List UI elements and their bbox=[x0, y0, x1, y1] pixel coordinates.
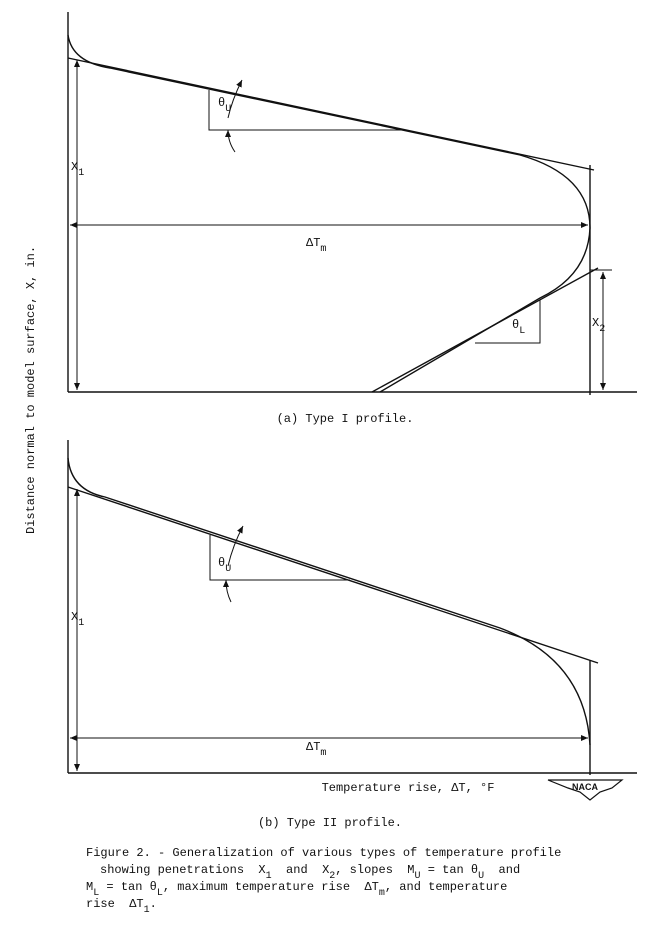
angle-arrow bbox=[227, 525, 244, 567]
caption-line: Figure 2. - Generalization of various ty… bbox=[86, 846, 561, 860]
panel-a: θU X1 ΔTm θL X2 (a) Type I profile. bbox=[67, 12, 637, 426]
subscript: 2 bbox=[329, 871, 335, 882]
subscript: 1 bbox=[144, 905, 150, 916]
theta-l-label: θL bbox=[512, 318, 525, 337]
subscript: U bbox=[225, 104, 231, 115]
logo-text: NACA bbox=[572, 782, 598, 792]
text-run: , maximum temperature rise ΔT bbox=[163, 880, 379, 894]
panel-b: θU X1 ΔTm Temperature rise, ΔT, °F NACA … bbox=[67, 440, 637, 830]
caption: (a) Type I profile. bbox=[277, 412, 414, 426]
delta-tm-label: ΔTm bbox=[306, 740, 326, 759]
text-run: θ bbox=[512, 318, 519, 332]
subscript: m bbox=[379, 888, 385, 899]
theta-u-label: θU bbox=[218, 556, 231, 575]
text-run: ΔT bbox=[306, 740, 320, 754]
theta-u-label: θU bbox=[218, 96, 231, 115]
caption-line: showing penetrations X1 and X2, slopes M… bbox=[100, 863, 520, 882]
text-run: and X bbox=[272, 863, 330, 877]
subscript: m bbox=[320, 244, 326, 255]
angle-arrow bbox=[225, 129, 236, 153]
subscript: m bbox=[320, 748, 326, 759]
y-axis-label: Distance normal to model surface, X, in. bbox=[24, 246, 38, 534]
x1-label: X1 bbox=[71, 610, 84, 629]
delta-tm-label: ΔTm bbox=[306, 236, 326, 255]
text-run: = tan θ bbox=[421, 863, 479, 877]
text-run: X bbox=[71, 160, 78, 174]
subscript: L bbox=[519, 326, 525, 337]
tangent bbox=[67, 486, 599, 664]
angle-arrow bbox=[223, 579, 232, 603]
text-run: , slopes M bbox=[335, 863, 414, 877]
text-run: θ bbox=[218, 96, 225, 110]
text-run: and bbox=[484, 863, 520, 877]
triangle bbox=[208, 90, 402, 131]
caption-line: rise ΔT1. bbox=[86, 897, 157, 916]
caption-line: ML = tan θL, maximum temperature rise ΔT… bbox=[86, 880, 507, 899]
triangle bbox=[209, 535, 350, 581]
text-run: = tan θ bbox=[99, 880, 157, 894]
text-run: X bbox=[71, 610, 78, 624]
subscript: 1 bbox=[78, 618, 84, 629]
subscript: U bbox=[478, 871, 484, 882]
figure-caption: Figure 2. - Generalization of various ty… bbox=[86, 846, 561, 916]
x1-label: X1 bbox=[71, 160, 84, 179]
x-axis-label: Temperature rise, ΔT, °F bbox=[322, 781, 495, 795]
text-run: Figure 2. - Generalization of various ty… bbox=[86, 846, 561, 860]
profile-curve bbox=[67, 34, 591, 393]
text-run: . bbox=[150, 897, 157, 911]
text-run: showing penetrations X bbox=[100, 863, 266, 877]
subscript: 1 bbox=[78, 168, 84, 179]
subscript: 2 bbox=[599, 324, 605, 335]
text-run: θ bbox=[218, 556, 225, 570]
profile-curve bbox=[67, 457, 591, 746]
text-run: M bbox=[86, 880, 93, 894]
naca-logo: NACA bbox=[547, 779, 624, 801]
triangle bbox=[475, 300, 541, 344]
text-run: X bbox=[592, 316, 599, 330]
x2-label: X2 bbox=[592, 316, 605, 335]
text-run: , and temperature bbox=[385, 880, 507, 894]
angle-arrow bbox=[227, 79, 243, 119]
subscript: 1 bbox=[266, 871, 272, 882]
subscript: U bbox=[415, 871, 421, 882]
subscript: L bbox=[157, 888, 163, 899]
text-run: ΔT bbox=[306, 236, 320, 250]
caption: (b) Type II profile. bbox=[258, 816, 402, 830]
subscript: L bbox=[93, 888, 99, 899]
subscript: U bbox=[225, 564, 231, 575]
upper-tangent bbox=[67, 57, 595, 171]
text-run: rise ΔT bbox=[86, 897, 144, 911]
